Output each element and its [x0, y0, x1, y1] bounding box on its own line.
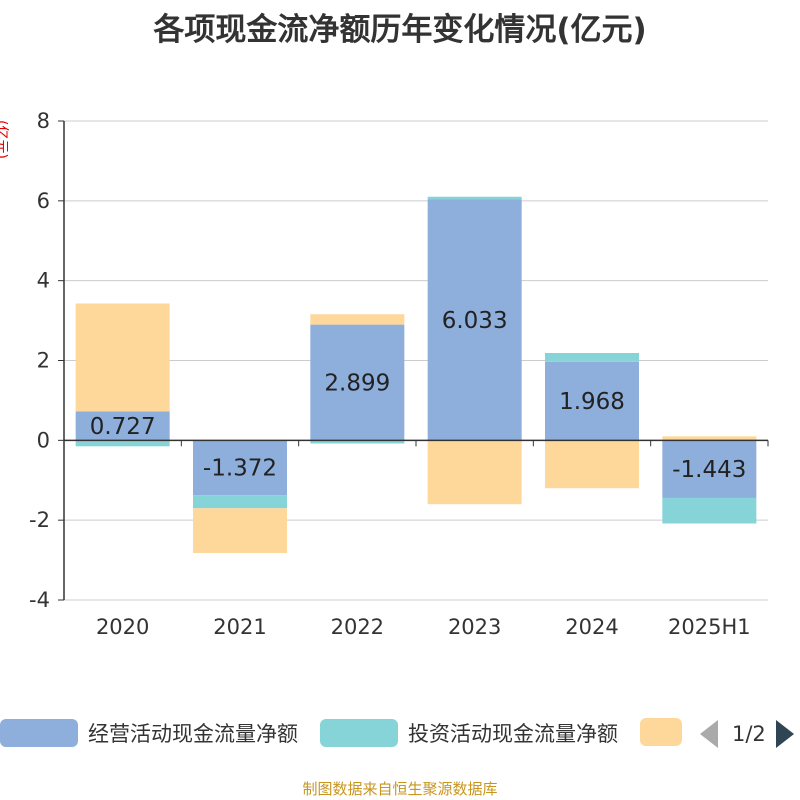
data-label: -1.372 — [203, 456, 277, 482]
bar-marks — [75, 196, 757, 553]
data-label: 0.727 — [90, 414, 156, 440]
data-label: 2.899 — [324, 370, 390, 396]
data-source-note: 制图数据来自恒生聚源数据库 — [302, 780, 498, 798]
y-tick-label: 4 — [37, 269, 50, 293]
bar-2023-series-0[interactable] — [427, 199, 522, 441]
legend-prev-icon[interactable] — [700, 720, 718, 748]
legend-swatch-investing — [320, 719, 398, 747]
bar-2020-series-0[interactable] — [75, 411, 170, 441]
bar-2021-series-1[interactable] — [193, 495, 287, 509]
y-tick-label: 6 — [37, 189, 50, 213]
bar-2020-series-1[interactable] — [75, 440, 170, 447]
bar-2021-series-0[interactable] — [193, 440, 287, 496]
x-tick-label: 2023 — [448, 615, 501, 639]
x-tick-label: 2024 — [565, 615, 618, 639]
x-tick-label: 2022 — [331, 615, 384, 639]
legend-page-indicator: 1/2 — [732, 722, 766, 746]
bar-2024-series-1[interactable] — [545, 352, 639, 362]
chart-title: 各项现金流净额历年变化情况(亿元) — [153, 12, 647, 48]
data-label: 1.968 — [559, 389, 625, 415]
bar-2023-series-1[interactable] — [427, 196, 522, 200]
y-tick-label: 0 — [37, 428, 50, 452]
legend-item-investing[interactable]: 投资活动现金流量净额 — [320, 718, 618, 748]
chart-plot: -4 -2 0 2 4 6 8 2020 2021 2022 2023 2024 2025H1 0.72… — [29, 109, 769, 639]
legend-swatch-operating — [0, 719, 78, 747]
y-tick-label: 8 — [37, 109, 50, 133]
legend: 经营活动现金流量净额 投资活动现金流量净额 1/2 — [0, 718, 800, 752]
y-tick-label: -4 — [29, 588, 50, 612]
bar-2021-series-2[interactable] — [193, 508, 287, 553]
bar-2025H1-series-2[interactable] — [662, 436, 757, 441]
bar-2024-series-0[interactable] — [545, 361, 639, 441]
legend-next-icon[interactable] — [775, 720, 794, 748]
bar-2023-series-2[interactable] — [427, 440, 522, 505]
bar-2022-series-2[interactable] — [310, 314, 405, 325]
x-tick-label: 2025H1 — [668, 615, 751, 639]
bar-2025H1-series-0[interactable] — [662, 440, 757, 498]
x-tick-label: 2021 — [213, 615, 266, 639]
legend-pager: 1/2 — [700, 720, 794, 748]
legend-label-operating: 经营活动现金流量净额 — [88, 722, 298, 746]
legend-swatch-third — [640, 718, 682, 746]
bar-2020-series-2[interactable] — [75, 303, 170, 412]
data-label: 6.033 — [442, 308, 508, 334]
x-tick-label: 2020 — [96, 615, 149, 639]
axes: -4 -2 0 2 4 6 8 2020 2021 2022 2023 2024 2025H1 — [29, 109, 769, 639]
bar-2024-series-2[interactable] — [545, 440, 639, 489]
bar-2022-series-1[interactable] — [310, 440, 405, 444]
y-tick-label: -2 — [29, 508, 50, 532]
bar-2022-series-0[interactable] — [310, 324, 405, 441]
y-tick-label: 2 — [37, 349, 50, 373]
legend-item-operating[interactable]: 经营活动现金流量净额 — [0, 718, 298, 748]
data-label: -1.443 — [672, 457, 746, 483]
legend-label-investing: 投资活动现金流量净额 — [408, 722, 618, 746]
data-labels: 0.727 -1.372 2.899 6.033 1.968 -1.443 — [90, 308, 747, 483]
legend-item-third[interactable] — [640, 718, 682, 746]
bar-2025H1-series-1[interactable] — [662, 497, 757, 524]
